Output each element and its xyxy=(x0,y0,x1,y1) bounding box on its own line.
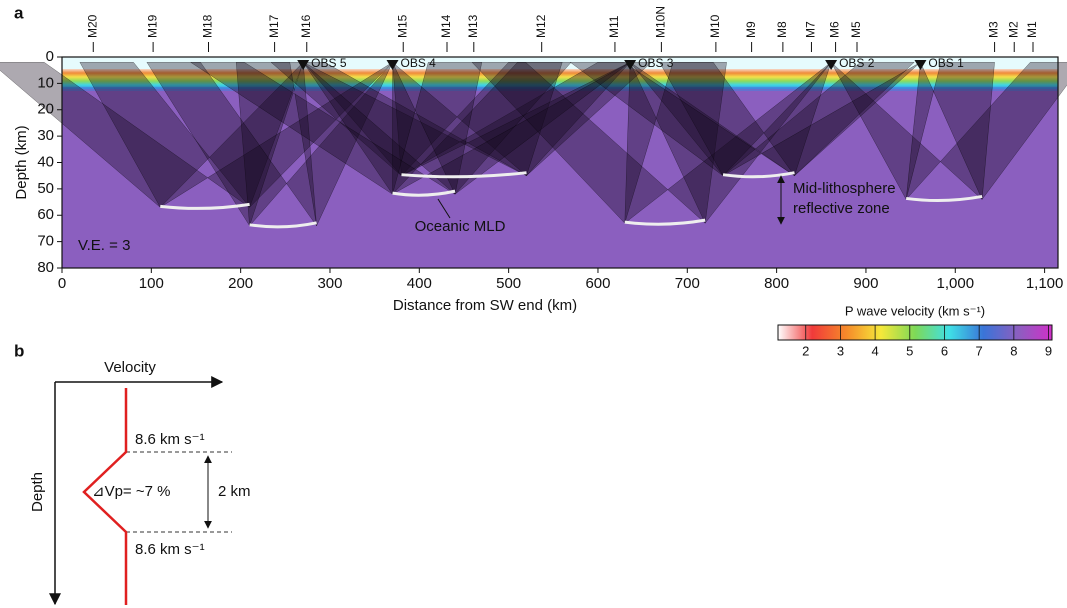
station-label: M17 xyxy=(267,14,281,38)
annotation: Mid-lithosphere xyxy=(793,180,896,197)
y-tick-label: 30 xyxy=(37,127,54,144)
panel-b: Velocity Depth 8.6 km s⁻¹ 8.6 km s⁻¹ ⊿Vp… xyxy=(29,359,251,605)
station-label: M5 xyxy=(849,21,863,38)
station-label: M3 xyxy=(987,21,1001,38)
station-label: M9 xyxy=(744,21,758,38)
x-tick-label: 300 xyxy=(317,275,342,292)
y-tick-label: 20 xyxy=(37,101,54,118)
obs-label: OBS 5 xyxy=(311,56,347,70)
x-tick-label: 0 xyxy=(58,275,66,292)
station-label: M10N xyxy=(654,6,668,38)
station-label: M13 xyxy=(466,14,480,38)
colorbar-tick-label: 8 xyxy=(1010,343,1017,358)
y-tick-label: 10 xyxy=(37,74,54,91)
station-label: M20 xyxy=(85,14,99,38)
station-label: M12 xyxy=(534,14,548,38)
x-tick-label: 700 xyxy=(675,275,700,292)
thickness-label: 2 km xyxy=(218,483,251,500)
station-label: M14 xyxy=(439,14,453,38)
x-axis-label: Distance from SW end (km) xyxy=(393,297,577,314)
obs-label: OBS 1 xyxy=(928,56,964,70)
colorbar-tick-label: 7 xyxy=(976,343,983,358)
station-label: M1 xyxy=(1025,21,1039,38)
colorbar-tick-label: 5 xyxy=(906,343,913,358)
x-tick-label: 500 xyxy=(496,275,521,292)
colorbar-tick-label: 3 xyxy=(837,343,844,358)
station-label: M11 xyxy=(607,15,621,38)
x-tick-label: 900 xyxy=(853,275,878,292)
velocity-label: 8.6 km s⁻¹ xyxy=(135,541,205,558)
x-tick-label: 1,000 xyxy=(937,275,975,292)
colorbar-tick-label: 2 xyxy=(802,343,809,358)
y-tick-label: 50 xyxy=(37,180,54,197)
obs-label: OBS 4 xyxy=(401,56,437,70)
panel-label: b xyxy=(14,341,24,360)
velocity-label: 8.6 km s⁻¹ xyxy=(135,431,205,448)
y-tick-label: 0 xyxy=(46,48,54,65)
station-label: M15 xyxy=(395,14,409,38)
x-tick-label: 1,100 xyxy=(1026,275,1064,292)
colorbar-title: P wave velocity (km s⁻¹) xyxy=(845,303,985,318)
station-label: M10 xyxy=(708,14,722,38)
x-tick-label: 400 xyxy=(407,275,432,292)
y-axis-label: Depth (km) xyxy=(13,125,30,199)
annotation: Oceanic MLD xyxy=(415,218,506,235)
station-label: M8 xyxy=(775,21,789,38)
panel-label: a xyxy=(14,3,24,22)
station-label: M18 xyxy=(201,14,215,38)
colorbar-tick-label: 4 xyxy=(871,343,878,358)
y-tick-label: 80 xyxy=(37,259,54,276)
x-tick-label: 600 xyxy=(585,275,610,292)
y-tick-label: 40 xyxy=(37,153,54,170)
station-label: M19 xyxy=(145,14,159,38)
x-tick-label: 100 xyxy=(139,275,164,292)
y-tick-label: 70 xyxy=(37,233,54,250)
y-tick-label: 60 xyxy=(37,206,54,223)
axis-label: Depth xyxy=(29,472,46,512)
annotation: V.E. = 3 xyxy=(78,237,130,254)
station-label: M16 xyxy=(299,14,313,38)
anomaly-label: ⊿Vp= ~7 % xyxy=(92,483,170,500)
obs-label: OBS 2 xyxy=(839,56,875,70)
annotation: reflective zone xyxy=(793,200,890,217)
station-label: M7 xyxy=(804,21,818,38)
x-tick-label: 200 xyxy=(228,275,253,292)
figure: a b 01002003004005006007008009001,0001,1… xyxy=(0,0,1067,608)
section-plot: 0 100 200 300 400 500 600 700 800 900 1,000 1,100 0 1… xyxy=(0,6,1067,358)
colorbar xyxy=(778,325,1052,340)
station-label: M2 xyxy=(1006,21,1020,38)
colorbar-tick-label: 6 xyxy=(941,343,948,358)
obs-label: OBS 3 xyxy=(638,56,674,70)
x-tick-label: 800 xyxy=(764,275,789,292)
station-label: M6 xyxy=(828,21,842,38)
axis-label: Velocity xyxy=(104,359,156,376)
colorbar-tick-label: 9 xyxy=(1045,343,1052,358)
